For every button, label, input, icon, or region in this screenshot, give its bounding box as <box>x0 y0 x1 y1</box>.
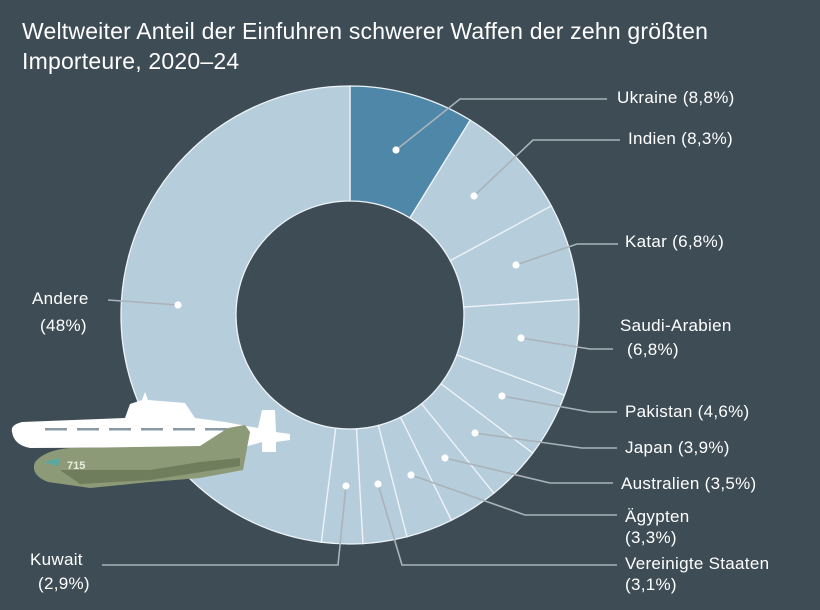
data-label-value: (6,8%) <box>627 340 679 359</box>
leader-dot <box>470 192 478 200</box>
label-group-ägypten: Ägypten (3,3%) <box>407 471 689 547</box>
data-label: Saudi-Arabien <box>620 316 732 335</box>
leader-dot <box>471 429 479 437</box>
label-group-kuwait: Kuwait (2,9%) <box>30 482 350 593</box>
data-label: Andere <box>32 289 89 308</box>
data-label: Australien (3,5%) <box>621 474 757 493</box>
leader-dot <box>374 480 382 488</box>
aircraft-number: 715 <box>67 460 85 472</box>
label-group-saudi-arabien: Saudi-Arabien (6,8%) <box>517 316 731 359</box>
leader-dot <box>392 146 400 154</box>
label-group-japan: Japan (3,9%) <box>471 429 729 457</box>
data-label-value: (3,1%) <box>625 575 677 594</box>
data-label: Ukraine (8,8%) <box>617 88 735 107</box>
label-group-ukraine: Ukraine (8,8%) <box>392 88 734 154</box>
label-group-andere: Andere (48%) <box>32 289 182 335</box>
leader-line <box>395 98 607 151</box>
leader-line <box>444 457 613 484</box>
leader-line <box>515 243 618 266</box>
data-label: Kuwait <box>30 550 83 569</box>
leader-line <box>474 432 617 449</box>
data-label-value: (48%) <box>40 316 87 335</box>
data-label: Vereinigte Staaten <box>625 554 769 573</box>
data-label: Indien (8,3%) <box>628 129 733 148</box>
leader-line <box>107 299 179 306</box>
data-label-value: (2,9%) <box>38 574 90 593</box>
data-label: Katar (6,8%) <box>625 232 724 251</box>
leader-line <box>520 337 613 350</box>
label-group-katar: Katar (6,8%) <box>512 232 724 269</box>
data-label: Japan (3,9%) <box>625 438 730 457</box>
leader-line <box>501 395 617 413</box>
label-group-australien: Australien (3,5%) <box>441 454 756 493</box>
label-group-vereinigte-staaten: Vereinigte Staaten (3,1%) <box>374 480 769 594</box>
leader-dot <box>342 482 350 490</box>
leader-line <box>102 485 347 566</box>
leader-line <box>377 483 617 566</box>
data-label: Ägypten <box>625 507 689 526</box>
label-group-indien: Indien (8,3%) <box>470 129 733 200</box>
leader-line <box>473 139 620 197</box>
leader-dot <box>498 392 506 400</box>
data-label: Pakistan (4,6%) <box>625 402 750 421</box>
data-label-value: (3,3%) <box>625 528 677 547</box>
leader-dot <box>174 301 182 309</box>
leader-dot <box>517 334 525 342</box>
leader-line <box>410 474 617 516</box>
leader-dot <box>407 471 415 479</box>
leader-dot <box>441 454 449 462</box>
submarine-aircraft-illustration: 715 <box>11 392 290 488</box>
leader-dot <box>512 261 520 269</box>
label-group-pakistan: Pakistan (4,6%) <box>498 392 749 421</box>
chart-title: Weltweiter Anteil der Einfuhren schwerer… <box>22 18 709 74</box>
